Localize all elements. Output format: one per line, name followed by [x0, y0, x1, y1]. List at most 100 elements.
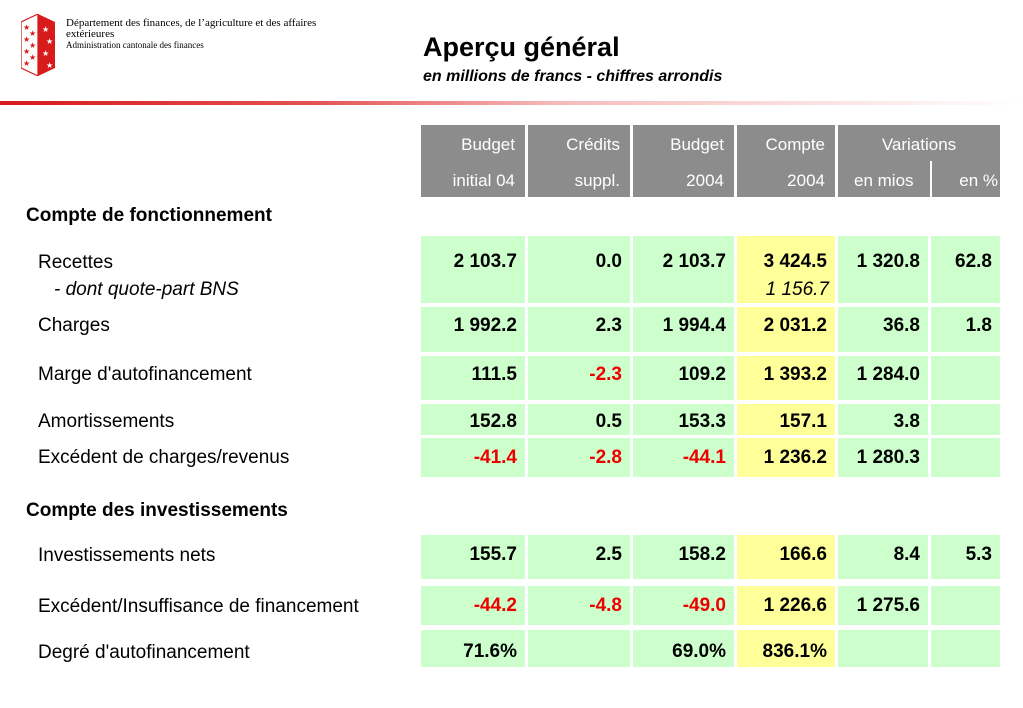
page-subtitle: en millions de francs - chiffres arrondi…	[423, 68, 723, 85]
row-label-charges: Charges	[38, 315, 110, 336]
cell-degre-compte-2004	[737, 630, 835, 667]
value-amortissements-compte-2004: 157.1	[779, 411, 827, 432]
value-excedent-var-mios: 1 280.3	[856, 447, 920, 468]
value-investissements-nets-var-pct: 5.3	[965, 544, 992, 565]
value-financement-budget-2004: -49.0	[682, 595, 726, 616]
col-header-credits: Crédits suppl.	[528, 125, 630, 197]
value-marge-compte-2004: 1 393.2	[763, 364, 827, 385]
cell-investissements-nets-compte-2004	[737, 535, 835, 579]
value-financement-budget-initial: -44.2	[473, 595, 517, 616]
row-label-financement: Excédent/Insuffisance de financement	[38, 596, 359, 617]
row-label-marge: Marge d'autofinancement	[38, 364, 252, 385]
value-marge-budget-initial: 111.5	[471, 364, 517, 385]
cell-recettes-var-mios	[838, 236, 928, 303]
cell-amortissements-credits	[528, 404, 630, 435]
cell-financement-var-pct	[931, 586, 1000, 625]
value-marge-credits: -2.3	[589, 364, 622, 385]
value-investissements-nets-var-mios: 8.4	[893, 544, 920, 565]
cell-financement-budget-initial	[421, 586, 525, 625]
svg-text:★: ★	[23, 59, 30, 68]
col-header-variations-mios: en mios	[854, 171, 914, 190]
canton-coat-of-arms-icon: ★ ★ ★ ★ ★ ★ ★ ★ ★ ★ ★	[21, 14, 55, 76]
value-recettes-budget-2004: 2 103.7	[662, 251, 726, 272]
cell-charges-budget-2004	[633, 307, 734, 352]
value-recettes-var-mios: 1 320.8	[856, 251, 920, 272]
cell-degre-budget-initial	[421, 630, 525, 667]
svg-text:★: ★	[29, 53, 36, 62]
value-investissements-nets-compte-2004: 166.6	[779, 544, 827, 565]
row-label-degre: Degré d'autofinancement	[38, 642, 250, 663]
cell-charges-var-mios	[838, 307, 928, 352]
cell-financement-credits	[528, 586, 630, 625]
cell-amortissements-compte-2004	[737, 404, 835, 435]
cell-amortissements-budget-2004	[633, 404, 734, 435]
value-investissements-nets-budget-2004: 158.2	[678, 544, 726, 565]
svg-text:★: ★	[46, 37, 53, 46]
value-charges-var-mios: 36.8	[883, 315, 920, 336]
cell-marge-compte-2004	[737, 356, 835, 400]
cell-degre-var-mios	[838, 630, 928, 667]
value-excedent-compte-2004: 1 236.2	[763, 447, 827, 468]
cell-recettes-compte-2004	[737, 236, 835, 303]
row-label-excedent: Excédent de charges/revenus	[38, 447, 290, 468]
cell-amortissements-budget-initial	[421, 404, 525, 435]
value-marge-budget-2004: 109.2	[678, 364, 726, 385]
value-amortissements-credits: 0.5	[595, 411, 622, 432]
svg-text:★: ★	[42, 25, 49, 34]
organization-name: Département des finances, de l’agricultu…	[66, 18, 366, 51]
col-header-variations-pct: en %	[959, 171, 998, 190]
cell-recettes-credits	[528, 236, 630, 303]
value-degre-budget-initial: 71.6%	[463, 641, 517, 662]
cell-recettes-budget-2004	[633, 236, 734, 303]
cell-investissements-nets-var-pct	[931, 535, 1000, 579]
value-excedent-budget-initial: -41.4	[473, 447, 517, 468]
col-header-compte-2004: Compte 2004	[737, 125, 835, 197]
cell-investissements-nets-credits	[528, 535, 630, 579]
value-investissements-nets-credits: 2.5	[595, 544, 622, 565]
svg-text:★: ★	[46, 61, 53, 70]
cell-financement-budget-2004	[633, 586, 734, 625]
cell-recettes-var-pct	[931, 236, 1000, 303]
value-amortissements-budget-2004: 153.3	[678, 411, 726, 432]
cell-marge-var-pct	[931, 356, 1000, 400]
value-financement-var-mios: 1 275.6	[856, 595, 920, 616]
section-investissements: Compte des investissements	[26, 500, 288, 521]
cell-amortissements-var-mios	[838, 404, 928, 435]
org-line-2: extérieures	[66, 28, 115, 40]
row-label-quote-part: - dont quote-part BNS	[54, 279, 239, 300]
cell-excedent-var-pct	[931, 438, 1000, 477]
cell-marge-budget-2004	[633, 356, 734, 400]
cell-degre-credits	[528, 630, 630, 667]
value-amortissements-var-mios: 3.8	[893, 411, 920, 432]
cell-charges-compte-2004	[737, 307, 835, 352]
cell-financement-var-mios	[838, 586, 928, 625]
cell-degre-var-pct	[931, 630, 1000, 667]
cell-recettes-budget-initial	[421, 236, 525, 303]
value-excedent-budget-2004: -44.1	[682, 447, 726, 468]
svg-text:★: ★	[23, 23, 30, 32]
value-amortissements-budget-initial: 152.8	[469, 411, 517, 432]
cell-charges-budget-initial	[421, 307, 525, 352]
value-recettes-var-pct: 62.8	[955, 251, 992, 272]
row-label-amortissements: Amortissements	[38, 411, 175, 432]
cell-excedent-compte-2004	[737, 438, 835, 477]
row-label-recettes: Recettes	[38, 252, 113, 273]
value-recettes-budget-initial: 2 103.7	[453, 251, 517, 272]
value-charges-compte-2004: 2 031.2	[763, 315, 827, 336]
section-fonctionnement: Compte de fonctionnement	[26, 205, 272, 226]
header-divider	[0, 101, 1023, 105]
value-excedent-credits: -2.8	[589, 447, 622, 468]
value-charges-credits: 2.3	[595, 315, 622, 336]
value-investissements-nets-budget-initial: 155.7	[469, 544, 517, 565]
page-title: Aperçu général	[423, 32, 620, 62]
value-recettes-credits: 0.0	[595, 251, 622, 272]
col-header-variations: Variations en mios en %	[838, 125, 1000, 197]
cell-investissements-nets-budget-2004	[633, 535, 734, 579]
value-charges-budget-2004: 1 994.4	[662, 315, 726, 336]
col-header-budget-2004: Budget 2004	[633, 125, 734, 197]
cell-marge-budget-initial	[421, 356, 525, 400]
cell-financement-compte-2004	[737, 586, 835, 625]
value-charges-budget-initial: 1 992.2	[453, 315, 517, 336]
cell-investissements-nets-var-mios	[838, 535, 928, 579]
value-recettes-compte-2004: 3 424.5	[763, 251, 827, 272]
